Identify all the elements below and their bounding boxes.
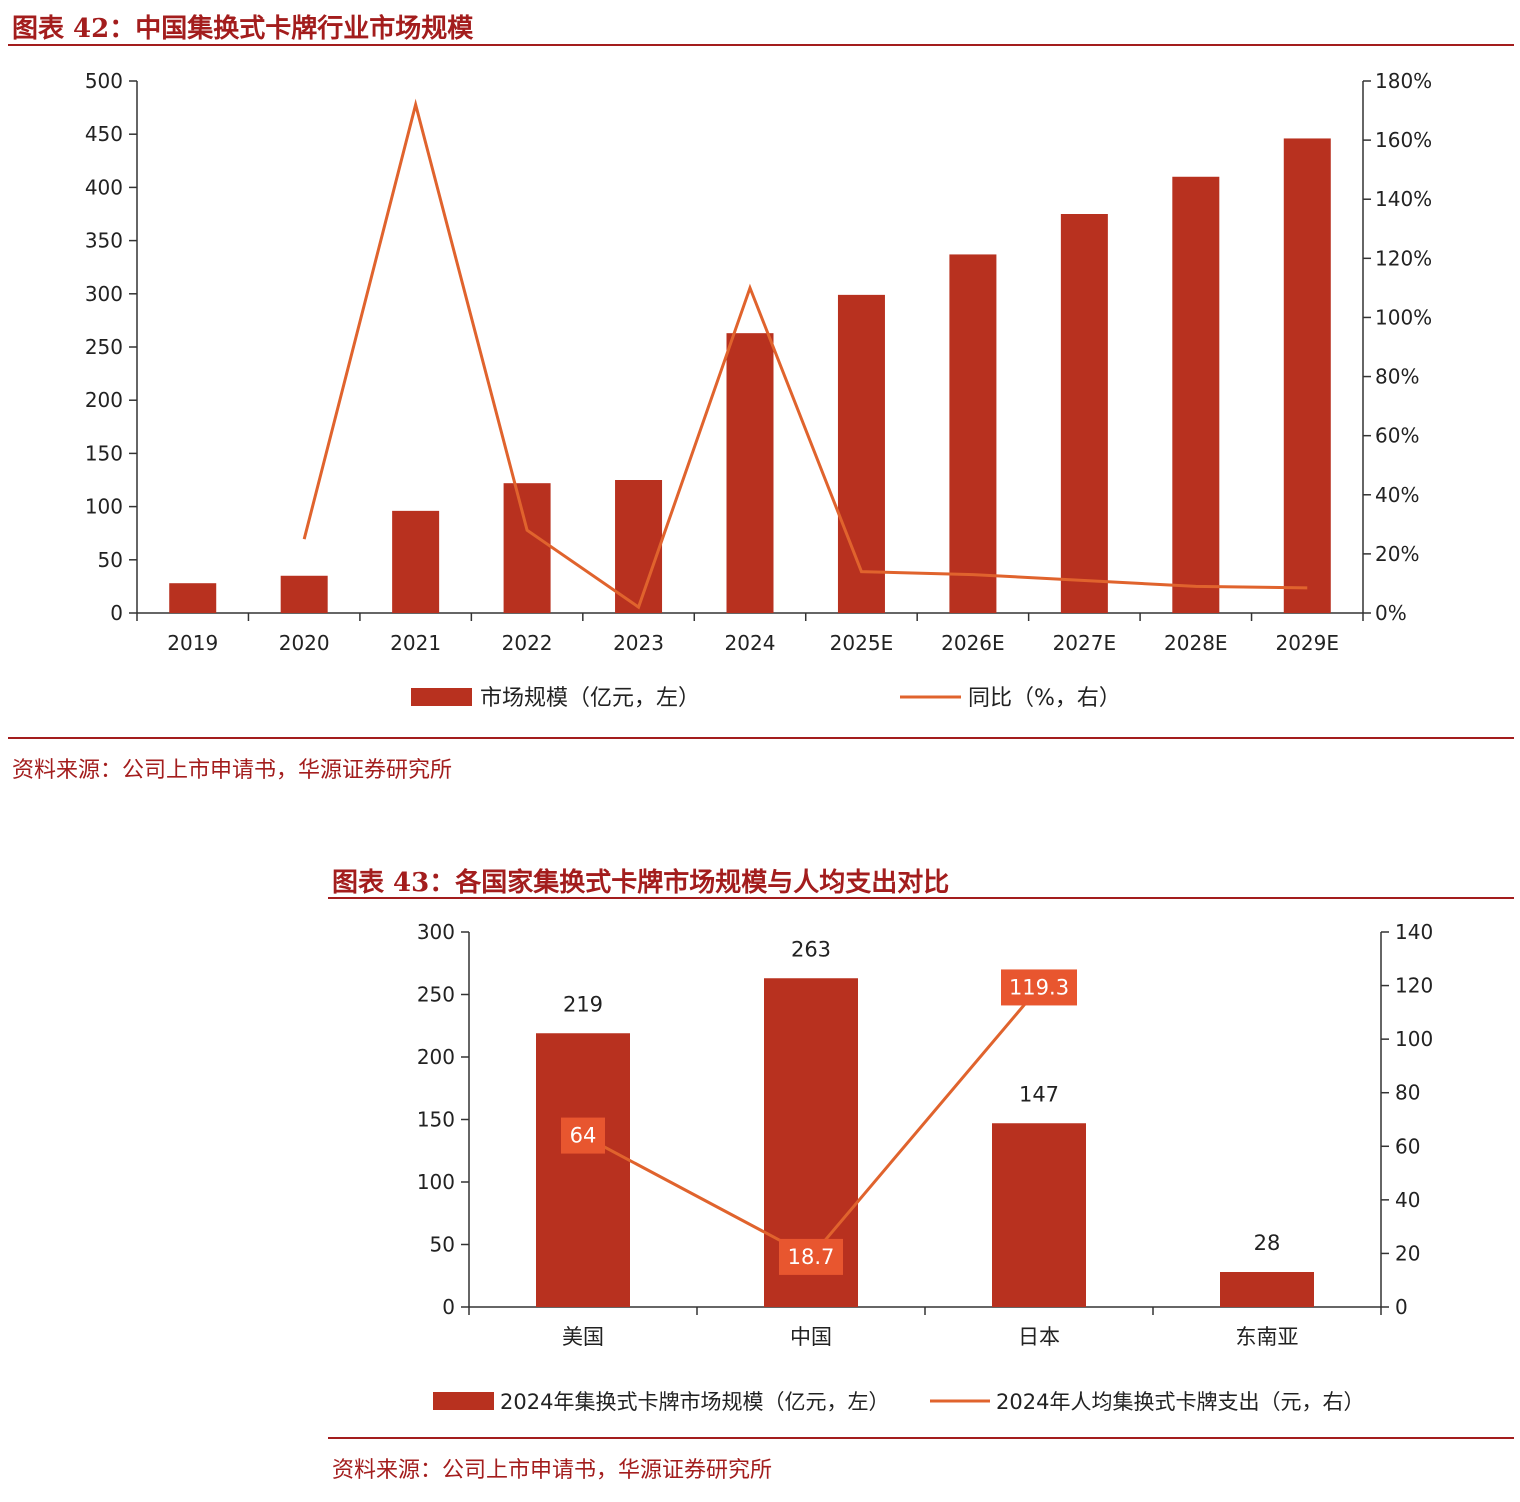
bar-market-size-东南亚 — [1220, 1272, 1314, 1307]
right-axis-tick-label: 60% — [1375, 424, 1419, 448]
right-axis-tick-label: 20% — [1375, 542, 1419, 566]
right-axis-tick-label: 0% — [1375, 601, 1407, 625]
right-axis-tick-label: 20 — [1395, 1241, 1420, 1265]
figure-42-title: 图表 42：中国集换式卡牌行业市场规模 — [12, 14, 474, 44]
right-axis-tick-label: 120 — [1395, 974, 1433, 998]
x-axis-category-label: 2024 — [725, 631, 776, 655]
bar-market-size-2028E — [1172, 176, 1220, 613]
legend-swatch-bar — [433, 1392, 494, 1410]
bar-market-size-2024 — [726, 333, 774, 613]
bar-market-size-2026E — [949, 254, 997, 613]
bar-data-label: 28 — [1254, 1231, 1281, 1255]
bar-data-label: 263 — [791, 937, 831, 961]
x-axis-category-label: 2019 — [167, 631, 218, 655]
left-axis-tick-label: 100 — [85, 495, 123, 519]
figure-42-top-rule — [8, 44, 1514, 46]
left-axis-tick-label: 50 — [430, 1233, 455, 1257]
bar-market-size-2022 — [503, 483, 551, 613]
right-axis-tick-label: 120% — [1375, 246, 1432, 270]
x-axis-category-label: 日本 — [1018, 1325, 1060, 1349]
x-axis-category-label: 2021 — [390, 631, 441, 655]
left-axis-tick-label: 450 — [85, 122, 123, 146]
line-data-label-box — [561, 1117, 605, 1154]
left-axis-tick-label: 100 — [417, 1170, 455, 1194]
x-axis-category-label: 东南亚 — [1236, 1325, 1299, 1349]
bar-market-size-2023 — [615, 480, 663, 613]
bar-market-size-2021 — [392, 510, 440, 613]
left-axis-tick-label: 250 — [85, 335, 123, 359]
left-axis-tick-label: 150 — [85, 441, 123, 465]
bar-market-size-2027E — [1060, 214, 1108, 613]
left-axis-tick-label: 200 — [417, 1045, 455, 1069]
figure-42-source: 资料来源：公司上市申请书，华源证券研究所 — [12, 758, 453, 783]
right-axis-tick-label: 80% — [1375, 365, 1419, 389]
figure-42-bottom-rule — [8, 737, 1514, 739]
right-axis-tick-label: 100% — [1375, 305, 1432, 329]
figure-43-source: 资料来源：公司上市申请书，华源证券研究所 — [332, 1458, 773, 1483]
left-axis-tick-label: 0 — [442, 1295, 455, 1319]
legend-swatch-bar — [411, 688, 472, 706]
x-axis-category-label: 2023 — [613, 631, 664, 655]
line-data-label: 64 — [570, 1124, 597, 1148]
line-data-label: 119.3 — [1009, 975, 1069, 999]
legend-label-bar: 市场规模（亿元，左） — [480, 686, 700, 711]
left-axis-tick-label: 150 — [417, 1108, 455, 1132]
bar-market-size-2029E — [1283, 138, 1331, 613]
left-axis-tick-label: 350 — [85, 229, 123, 253]
bar-market-size-2020 — [280, 575, 328, 613]
bar-market-size-日本 — [992, 1123, 1086, 1307]
bar-market-size-2019 — [169, 583, 217, 613]
left-axis-tick-label: 300 — [417, 920, 455, 944]
x-axis-category-label: 2022 — [502, 631, 553, 655]
right-axis-tick-label: 40 — [1395, 1188, 1420, 1212]
bar-market-size-2025E — [837, 294, 885, 613]
left-axis-tick-label: 200 — [85, 388, 123, 412]
right-axis-tick-label: 40% — [1375, 483, 1419, 507]
x-axis-category-label: 2020 — [279, 631, 330, 655]
right-axis-tick-label: 180% — [1375, 69, 1432, 93]
legend-label-bar: 2024年集换式卡牌市场规模（亿元，左） — [500, 1390, 889, 1414]
bar-data-label: 147 — [1019, 1082, 1059, 1106]
figure-43-title: 图表 43：各国家集换式卡牌市场规模与人均支出对比 — [332, 868, 950, 898]
figure-43-top-rule — [328, 897, 1514, 899]
x-axis-category-label: 中国 — [790, 1325, 832, 1349]
right-axis-tick-label: 100 — [1395, 1027, 1433, 1051]
x-axis-category-label: 2026E — [941, 631, 1005, 655]
x-axis-category-label: 美国 — [562, 1325, 604, 1349]
right-axis-tick-label: 80 — [1395, 1081, 1420, 1105]
legend-label-line: 同比（%，右） — [968, 686, 1121, 711]
line-data-label: 18.7 — [788, 1245, 835, 1269]
bar-market-size-美国 — [536, 1033, 630, 1307]
right-axis-tick-label: 60 — [1395, 1134, 1420, 1158]
left-axis-tick-label: 0 — [110, 601, 123, 625]
figure-43-bottom-rule — [328, 1437, 1514, 1439]
legend-label-line: 2024年人均集换式卡牌支出（元，右） — [996, 1390, 1364, 1414]
left-axis-tick-label: 400 — [85, 175, 123, 199]
right-axis-tick-label: 140% — [1375, 187, 1432, 211]
left-axis-tick-label: 50 — [98, 548, 123, 572]
line-data-label-box — [1001, 969, 1077, 1006]
x-axis-category-label: 2029E — [1275, 631, 1339, 655]
x-axis-category-label: 2027E — [1053, 631, 1117, 655]
right-axis-tick-label: 0 — [1395, 1295, 1408, 1319]
figure-42-chart: 0 50 100 150 200 250 300 350 400 450 500 0% 20% 40% 60… — [85, 69, 1432, 711]
right-axis-tick-label: 160% — [1375, 128, 1432, 152]
left-axis-tick-label: 300 — [85, 282, 123, 306]
left-axis-tick-label: 500 — [85, 69, 123, 93]
x-axis-category-label: 2025E — [830, 631, 894, 655]
line-yoy-growth — [302, 98, 1308, 610]
x-axis-category-label: 2028E — [1164, 631, 1228, 655]
right-axis-tick-label: 140 — [1395, 920, 1433, 944]
left-axis-tick-label: 250 — [417, 983, 455, 1007]
line-data-label-box — [779, 1238, 843, 1275]
bar-data-label: 219 — [563, 992, 603, 1016]
